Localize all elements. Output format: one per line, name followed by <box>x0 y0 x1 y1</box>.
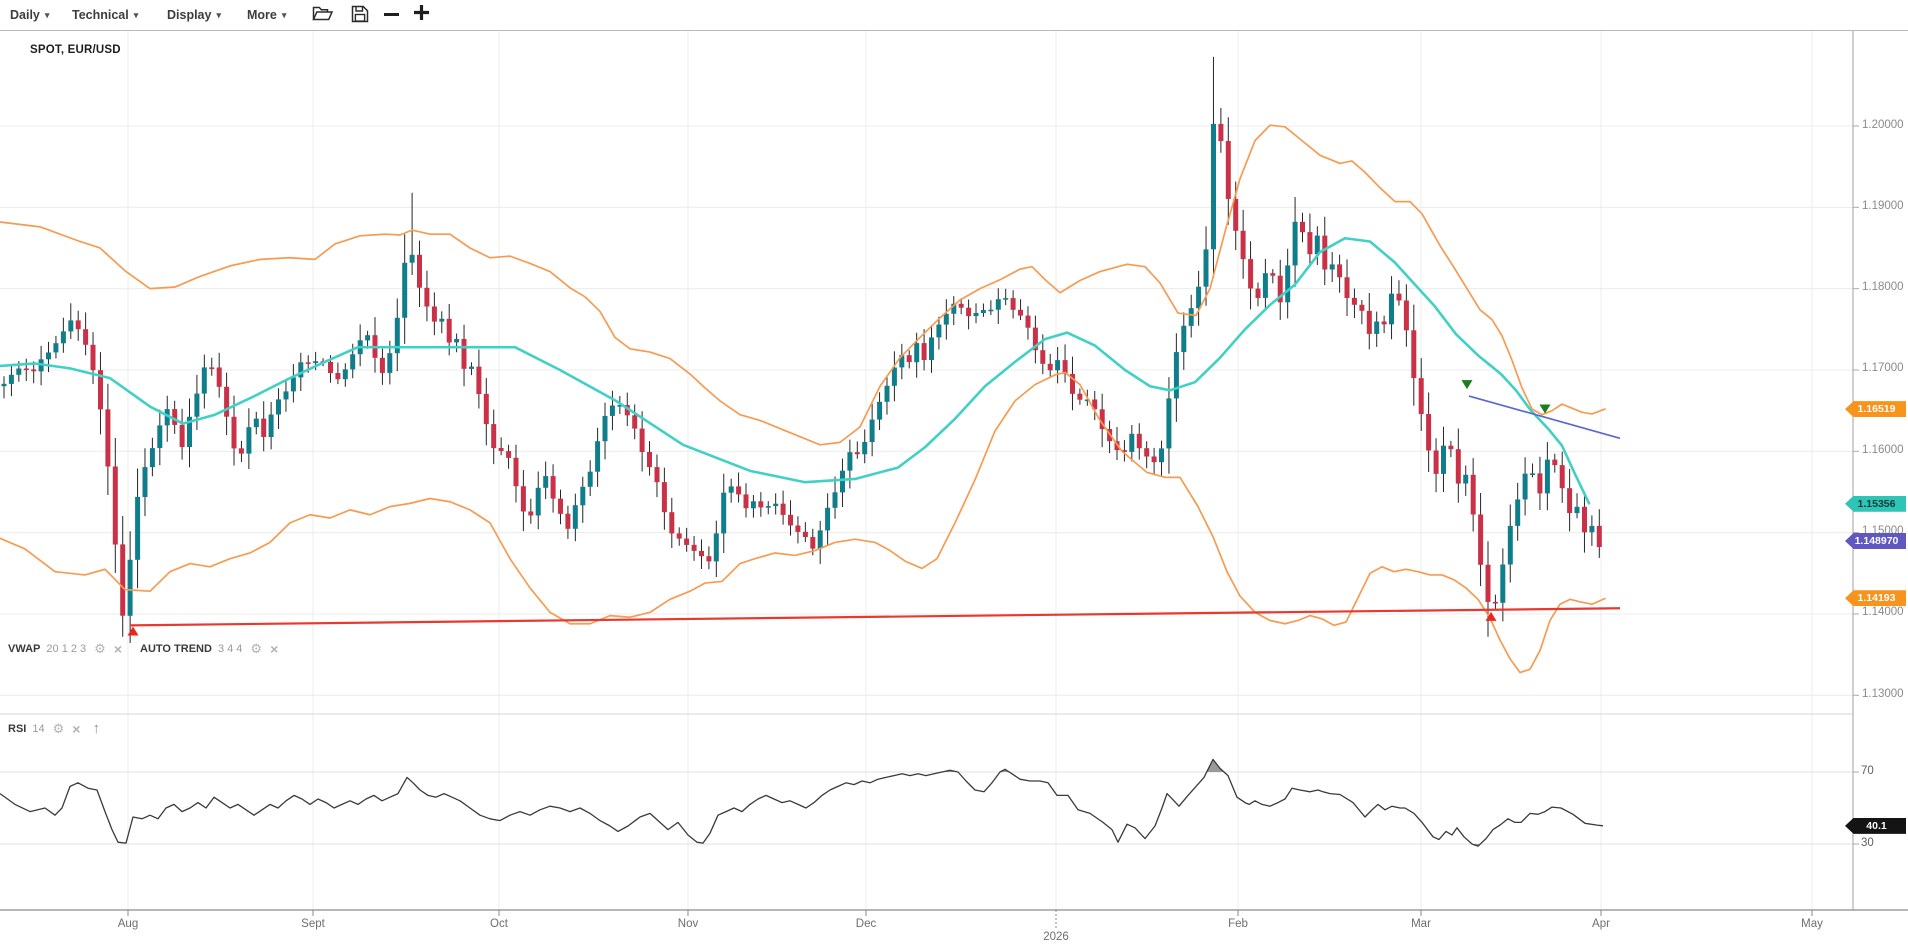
save-icon[interactable] <box>351 5 373 25</box>
chevron-down-icon: ▾ <box>44 10 50 20</box>
vwap-indicator-params: 20 1 2 3 <box>46 642 87 655</box>
last-price-axis-badge: 1.148970 <box>1845 533 1906 550</box>
toolbar: Daily ▾ Technical ▾ Display ▾ More ▾ <box>0 0 1908 31</box>
auto-trend-indicator-label: AUTO TREND <box>140 642 212 655</box>
rsi-move-up-icon[interactable]: ↑ <box>92 719 100 737</box>
time-axis-month-label: Apr <box>1592 918 1610 930</box>
price-axis-tick-label: 1.14000 <box>1862 606 1904 619</box>
time-axis-month-label: May <box>1801 918 1823 930</box>
chevron-down-icon: ▾ <box>281 10 287 20</box>
menu-timeframe[interactable]: Daily ▾ <box>10 0 49 30</box>
price-pane-indicator-legend: VWAP 20 1 2 3 ⚙ × AUTO TREND 3 4 4 ⚙ × <box>8 641 278 656</box>
menu-timeframe-label: Daily <box>10 8 40 22</box>
vwap-axis-badge: 1.15356 <box>1845 495 1906 512</box>
chevron-down-icon: ▾ <box>133 10 139 20</box>
menu-more-label: More <box>247 8 277 22</box>
menu-technical[interactable]: Technical ▾ <box>72 0 138 30</box>
price-axis-tick-label: 1.17000 <box>1862 362 1904 375</box>
time-axis-month-label: Aug <box>117 918 139 930</box>
auto-trend-remove-icon[interactable]: × <box>270 640 279 657</box>
rsi-indicator-params: 14 <box>32 722 45 735</box>
rsi-settings-gear-icon[interactable]: ⚙ <box>52 720 65 736</box>
time-axis-month-label: Nov <box>677 918 699 930</box>
vwap-settings-gear-icon[interactable]: ⚙ <box>94 640 106 656</box>
price-axis-tick-label: 1.13000 <box>1862 687 1904 700</box>
time-axis-month-label: Mar <box>1411 918 1431 930</box>
menu-more[interactable]: More ▾ <box>247 0 286 30</box>
price-axis-tick-label: 1.19000 <box>1862 199 1904 212</box>
price-axis-tick-label: 1.20000 <box>1862 118 1904 131</box>
menu-technical-label: Technical <box>72 8 129 22</box>
bollinger-upper-axis-badge: 1.16519 <box>1845 401 1906 418</box>
zoom-in-icon[interactable] <box>413 4 435 24</box>
price-axis-tick-label: 1.18000 <box>1862 281 1904 294</box>
rsi-pane-indicator-legend: RSI 14 ⚙ × ↑ <box>8 721 100 736</box>
time-axis-month-label: Oct <box>490 918 508 930</box>
chevron-down-icon: ▾ <box>216 10 221 20</box>
auto-trend-indicator-params: 3 4 4 <box>217 642 243 655</box>
open-folder-icon[interactable] <box>312 5 334 25</box>
rsi-level-label: 30 <box>1861 836 1874 849</box>
auto-trend-settings-gear-icon[interactable]: ⚙ <box>250 640 263 656</box>
menu-display-label: Display <box>167 8 212 22</box>
symbol-label: SPOT, EUR/USD <box>30 44 121 56</box>
rsi-indicator-label: RSI <box>8 722 27 735</box>
price-axis-tick-label: 1.16000 <box>1862 443 1904 456</box>
bollinger-lower-axis-badge: 1.14193 <box>1845 590 1906 607</box>
rsi-level-label: 70 <box>1861 764 1874 777</box>
time-axis-month-label: Dec <box>855 918 877 930</box>
zoom-out-icon[interactable] <box>384 13 399 16</box>
vwap-indicator-label: VWAP <box>8 642 41 655</box>
time-axis-month-label: Feb <box>1228 918 1248 930</box>
menu-display[interactable]: Display ▾ <box>167 0 221 30</box>
rsi-remove-icon[interactable]: × <box>72 720 81 737</box>
rsi-value-axis-badge: 40.1 <box>1845 817 1906 834</box>
time-axis-year-label: 2026 <box>1043 931 1069 943</box>
time-axis-month-label: Sept <box>301 918 325 930</box>
vwap-remove-icon[interactable]: × <box>113 640 123 657</box>
